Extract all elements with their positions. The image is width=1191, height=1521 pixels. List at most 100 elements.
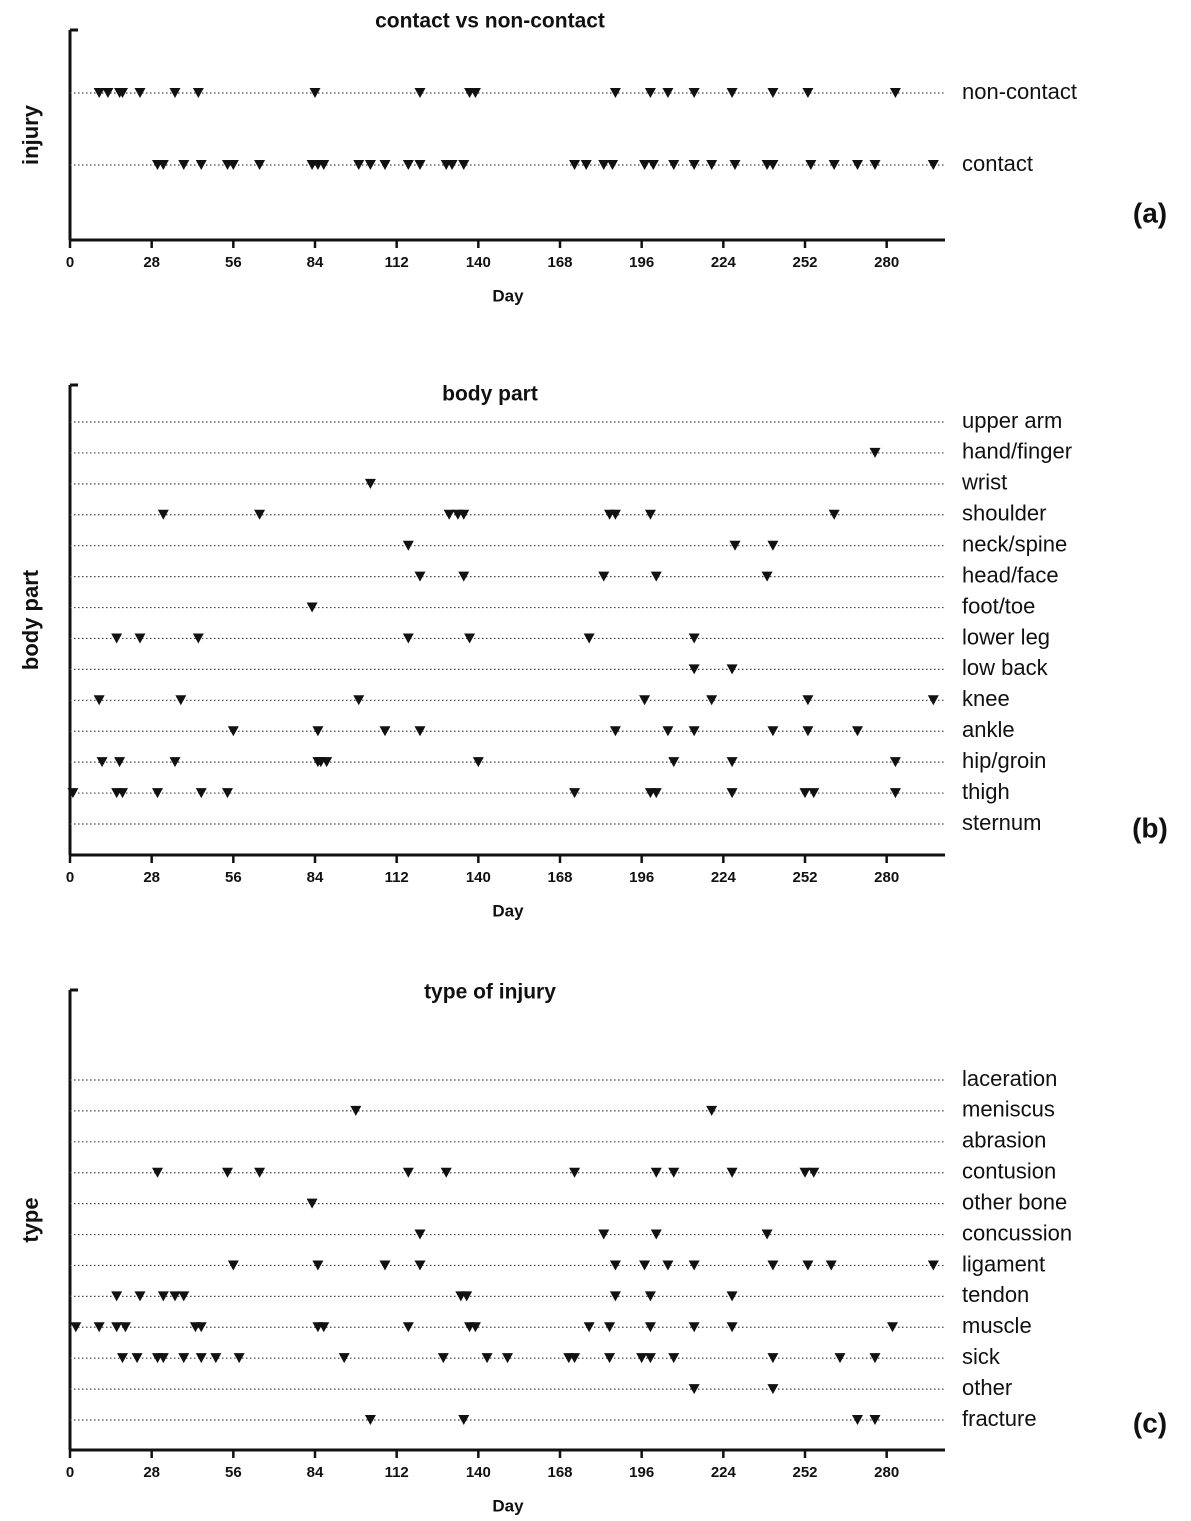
event-marker: [402, 540, 414, 551]
x-tick-label: 56: [225, 254, 242, 271]
event-marker: [227, 160, 239, 170]
x-axis-label: Day: [492, 901, 524, 920]
event-marker: [609, 88, 621, 98]
event-marker: [805, 160, 817, 170]
event-marker: [852, 726, 863, 737]
event-marker: [580, 160, 592, 170]
event-marker: [134, 88, 146, 98]
event-marker: [402, 1322, 414, 1333]
x-tick-label: 196: [629, 1464, 654, 1481]
event-marker: [688, 726, 700, 737]
event-marker: [662, 726, 674, 737]
event-marker: [440, 1167, 452, 1178]
event-marker: [668, 1353, 680, 1364]
event-marker: [93, 88, 105, 98]
event-marker: [195, 1322, 207, 1333]
x-tick-label: 196: [629, 869, 654, 886]
event-marker: [443, 509, 455, 520]
event-marker: [761, 1229, 773, 1240]
event-marker: [636, 1353, 648, 1364]
x-tick-label: 224: [711, 1464, 737, 1481]
event-marker: [927, 1260, 939, 1271]
x-tick-label: 252: [792, 869, 817, 886]
event-marker: [767, 540, 779, 551]
event-marker: [889, 757, 901, 768]
event-marker: [726, 788, 738, 799]
event-marker: [688, 160, 700, 170]
event-marker: [117, 788, 128, 799]
event-marker: [414, 1260, 426, 1271]
event-marker: [668, 757, 680, 768]
x-tick-label: 84: [307, 1464, 324, 1481]
event-marker: [175, 695, 187, 706]
row-label: low back: [962, 655, 1049, 680]
event-marker: [152, 788, 163, 799]
x-tick-label: 84: [307, 869, 324, 886]
event-marker: [889, 88, 901, 98]
row-label: ankle: [962, 717, 1015, 742]
event-marker: [662, 88, 674, 98]
row-label: knee: [962, 686, 1010, 711]
row-label: ligament: [962, 1251, 1045, 1276]
event-marker: [233, 1353, 245, 1364]
x-tick-label: 112: [385, 254, 409, 271]
event-marker: [647, 160, 659, 170]
event-marker: [644, 509, 656, 520]
event-marker: [350, 1105, 362, 1116]
row-label: hand/finger: [962, 439, 1072, 464]
event-marker: [464, 633, 476, 644]
event-marker: [111, 633, 123, 644]
event-marker: [134, 633, 146, 644]
event-marker: [306, 602, 318, 613]
event-marker: [414, 571, 426, 582]
event-marker: [338, 1353, 350, 1364]
event-marker: [802, 1260, 814, 1271]
event-marker: [169, 88, 181, 98]
row-label: fracture: [962, 1406, 1037, 1431]
event-marker: [178, 1353, 190, 1364]
event-marker: [569, 1353, 581, 1364]
x-axis-label: Day: [492, 1496, 524, 1515]
event-marker: [469, 88, 481, 98]
row-label: muscle: [962, 1313, 1032, 1338]
x-tick-label: 0: [66, 1464, 74, 1481]
event-marker: [402, 160, 414, 170]
event-marker: [729, 540, 741, 551]
row-label: contact: [962, 151, 1033, 176]
event-marker: [869, 1415, 881, 1425]
event-marker: [834, 1353, 846, 1364]
y-axis-label: type: [18, 1197, 43, 1242]
event-marker: [688, 88, 700, 98]
row-label: sick: [962, 1344, 1001, 1369]
event-marker: [706, 1105, 718, 1116]
event-marker: [195, 788, 207, 799]
event-marker: [767, 1384, 779, 1395]
row-label: tendon: [962, 1282, 1029, 1307]
event-marker: [114, 757, 126, 768]
event-marker: [583, 633, 595, 644]
event-marker: [318, 1322, 330, 1333]
row-label: wrist: [961, 470, 1007, 495]
event-marker: [887, 1322, 898, 1333]
x-tick-label: 84: [307, 254, 324, 271]
event-marker: [607, 160, 618, 170]
row-label: hip/groin: [962, 748, 1046, 773]
y-axis-label: injury: [18, 104, 43, 165]
event-marker: [706, 695, 718, 706]
chart-title: contact vs non-contact: [375, 10, 605, 33]
row-label: contusion: [962, 1159, 1056, 1184]
event-marker: [828, 160, 840, 170]
event-marker: [802, 726, 814, 737]
event-marker: [726, 1322, 738, 1333]
event-marker: [726, 1291, 738, 1302]
x-tick-label: 112: [385, 1464, 409, 1481]
event-marker: [353, 695, 365, 706]
event-marker: [583, 1322, 595, 1333]
x-tick-label: 112: [385, 869, 409, 886]
event-marker: [767, 1260, 779, 1271]
event-marker: [254, 1167, 266, 1178]
event-marker: [131, 1353, 143, 1364]
event-marker: [117, 88, 128, 98]
event-marker: [309, 88, 321, 98]
event-marker: [644, 1353, 656, 1364]
